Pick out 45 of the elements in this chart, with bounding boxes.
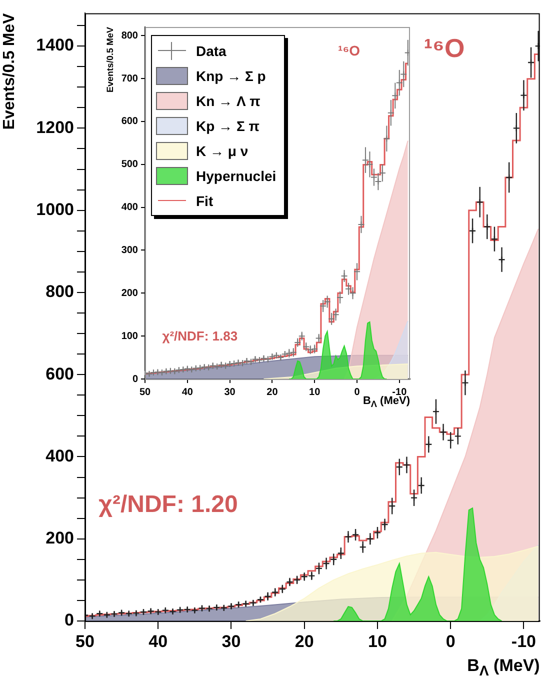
y-tick-label: 800 <box>121 30 138 42</box>
legend-label: Hypernuclei <box>196 168 276 184</box>
x-tick-label: 0 <box>446 632 456 651</box>
legend-label: Knp → Σ p <box>196 68 266 84</box>
x-tick-label: 50 <box>76 632 94 651</box>
legend-label: Fit <box>196 192 214 208</box>
y-tick-label: 0 <box>64 610 74 630</box>
x-tick-label: 30 <box>222 632 241 651</box>
x-tick-label: 40 <box>182 386 194 398</box>
x-tick-label: 30 <box>224 386 236 398</box>
legend-label: Data <box>196 42 226 58</box>
legend-label: K → μ ν <box>196 142 248 158</box>
y-tick-label: 0 <box>132 374 138 385</box>
x-tick-label: 10 <box>368 632 387 651</box>
x-tick-label: 50 <box>139 386 151 398</box>
annotation: χ²/NDF: 1.83 <box>162 328 238 344</box>
y-axis-title: Events/0.5 MeV <box>104 27 115 93</box>
x-tick-label: 10 <box>309 386 321 398</box>
y-tick-label: 1200 <box>36 118 74 137</box>
y-tick-label: 1400 <box>36 36 74 55</box>
x-axis-title: B$_{Λ}$ (MeV) <box>362 395 410 410</box>
annotation: χ²/NDF: 1.20 <box>98 491 238 518</box>
y-axis-title: Events/0.5 MeV <box>1 12 18 130</box>
legend-label: Kp → Σ π <box>196 118 260 134</box>
x-tick-label: 20 <box>294 632 314 651</box>
x-tick-label: -10 <box>511 632 536 651</box>
x-tick-label: 40 <box>148 632 168 651</box>
y-tick-label: 800 <box>46 282 74 302</box>
x-tick-label: 0 <box>354 386 360 398</box>
y-tick-label: 700 <box>121 73 138 84</box>
y-tick-label: 600 <box>121 116 138 128</box>
y-tick-label: 1000 <box>36 200 74 220</box>
x-tick-label: 20 <box>266 386 278 398</box>
y-tick-label: 300 <box>121 244 138 256</box>
legend-label: Kn → Λ π <box>196 92 260 108</box>
y-tick-label: 200 <box>46 528 74 548</box>
y-tick-label: 200 <box>121 288 138 299</box>
y-tick-label: 400 <box>121 202 138 214</box>
y-tick-label: 500 <box>121 159 138 170</box>
y-tick-label: 600 <box>46 364 74 384</box>
annotation: ¹⁶O <box>338 42 360 58</box>
x-axis-title: B$_{Λ}$ (MeV) <box>467 656 540 680</box>
annotation: ¹⁶O <box>424 32 465 63</box>
y-tick-label: 400 <box>46 446 74 466</box>
y-tick-label: 100 <box>121 330 138 342</box>
